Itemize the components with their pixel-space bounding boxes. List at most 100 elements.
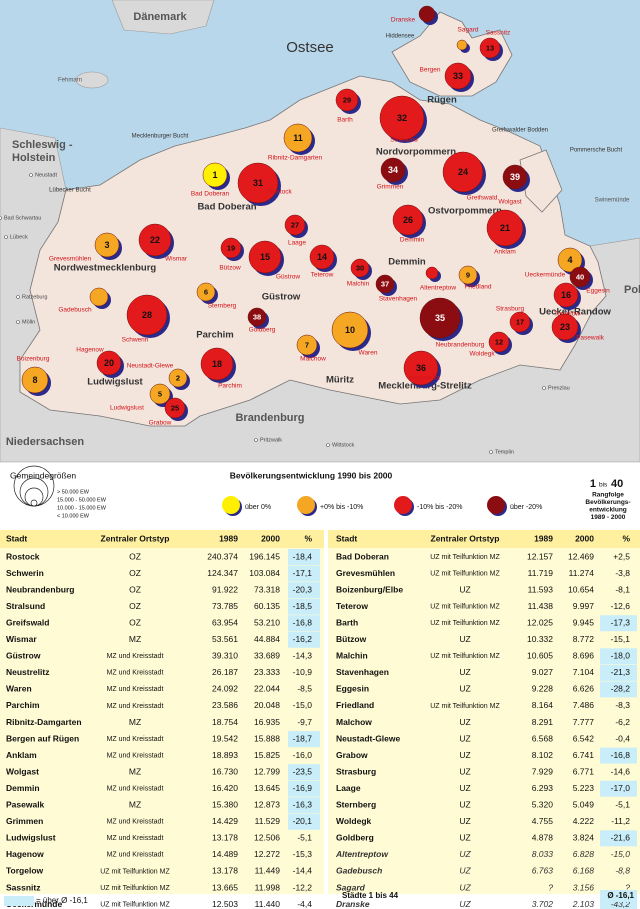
city-rank: 31 <box>253 178 263 188</box>
table-cell: -15,0 <box>293 700 313 710</box>
city-marker <box>164 397 186 419</box>
table-cell: -3,8 <box>615 568 630 578</box>
city-rank: 1 <box>212 170 217 180</box>
table-cell: Barth <box>336 617 358 627</box>
table-cell: 12.799 <box>254 766 280 776</box>
legend-size-label: 15.000 - 50.000 EW <box>57 497 107 503</box>
legend-color-label: -10% bis -20% <box>417 504 463 511</box>
highlight-cell <box>288 565 320 582</box>
table-cell: Bergen auf Rügen <box>6 733 79 743</box>
sea-label: Greifswalder Bodden <box>492 128 548 134</box>
table-cell: 11.438 <box>528 601 554 611</box>
table-cell: Schwerin <box>6 568 44 578</box>
table-cell: Altentreptow <box>335 849 389 859</box>
table-cell: -8,3 <box>615 700 630 710</box>
place-label: Prenzlau <box>548 385 570 391</box>
table-cell: 12.503 <box>212 899 238 909</box>
city-marker <box>403 350 439 386</box>
table-cell: 20.048 <box>254 700 280 710</box>
city-marker <box>283 123 313 153</box>
highlight-cell <box>288 631 320 648</box>
place-label: Ratzeburg <box>22 294 47 300</box>
table-cell: Grevesmühlen <box>336 568 395 578</box>
table-cell: MZ <box>129 766 141 776</box>
city-label: Neustadt-Glewe <box>127 363 174 370</box>
table-cell: 240.374 <box>207 551 238 561</box>
table-cell: -17,1 <box>293 568 313 578</box>
table-cell: UZ mit Teilfunktion MZ <box>430 603 500 610</box>
city-label: Gadebusch <box>58 307 92 314</box>
table-header: 2000 <box>261 533 280 543</box>
district-label: Demmin <box>388 257 426 268</box>
footer-swatch <box>4 896 34 906</box>
table-cell: 24.092 <box>212 684 238 694</box>
table-cell: 6.771 <box>573 766 595 776</box>
table-cell: Waren <box>6 684 32 694</box>
city-marker <box>284 214 306 236</box>
city-label: Grimmen <box>377 184 404 191</box>
table-cell: Greifswald <box>6 617 49 627</box>
table-cell: 124.347 <box>207 568 238 578</box>
table-cell: UZ <box>459 833 470 843</box>
city-label: Pasewalk <box>576 335 605 342</box>
city-label: Strasburg <box>496 306 525 313</box>
table-cell: UZ mit Teilfunktion MZ <box>430 620 500 627</box>
table-cell: 16.730 <box>212 766 238 776</box>
usedom-island <box>519 149 563 213</box>
legend-color-label: über 0% <box>245 504 271 511</box>
table-cell: MZ <box>129 634 141 644</box>
table-cell: 63.954 <box>212 617 238 627</box>
table-cell: 11.274 <box>569 568 595 578</box>
city-rank: 7 <box>305 340 309 349</box>
city-rank: 40 <box>576 272 584 281</box>
city-marker <box>553 282 579 308</box>
city-rank: 24 <box>458 167 468 177</box>
place-dot <box>254 438 258 442</box>
city-marker <box>94 232 120 258</box>
table-cell: OZ <box>129 601 141 611</box>
sea-label: Swinemünde <box>595 198 630 204</box>
table-cell: UZ <box>459 667 470 677</box>
district-label: Uecker-Randow <box>539 307 611 318</box>
table-cell: 8.033 <box>532 849 554 859</box>
city-marker <box>375 274 395 294</box>
city-marker <box>502 164 528 190</box>
highlight-cell <box>600 615 637 632</box>
table-cell: -16,3 <box>293 800 313 810</box>
legend-size-label: > 50.000 EW <box>57 489 90 495</box>
legend-size-label: 10.000 - 15.000 EW <box>57 505 107 511</box>
table-cell: Bützow <box>336 634 367 644</box>
table-header: % <box>622 533 630 543</box>
highlight-cell <box>288 764 320 781</box>
table-cell: 22.044 <box>254 684 280 694</box>
place-label: Wittstock <box>332 442 355 448</box>
table-cell: -14,6 <box>611 766 631 776</box>
table-cell: 53.561 <box>212 634 238 644</box>
city-label: Malchow <box>300 356 326 363</box>
highlight-cell <box>288 797 320 814</box>
table-cell: UZ mit Teilfunktion MZ <box>100 868 170 875</box>
city-marker <box>425 266 439 280</box>
table-cell: 11.529 <box>255 816 281 826</box>
city-label: Wolgast <box>498 199 522 206</box>
legend-rank: 1 <box>590 478 596 490</box>
neighbor-label: Dänemark <box>133 11 187 23</box>
city-marker <box>126 294 168 336</box>
table-cell: MZ und Kreisstadt <box>107 653 164 660</box>
legend-title: Bevölkerungsentwicklung 1990 bis 2000 <box>230 470 393 480</box>
city-marker <box>444 62 472 90</box>
city-label: Neubrandenburg <box>436 342 485 349</box>
city-label: Grabow <box>149 420 172 427</box>
place-dot <box>16 295 20 299</box>
table-cell: -5,1 <box>297 833 312 843</box>
table-cell: 9.228 <box>532 684 554 694</box>
table-cell: Neubrandenburg <box>6 584 74 594</box>
table-cell: 15.380 <box>212 800 238 810</box>
table-cell: -28,2 <box>611 684 631 694</box>
legend-color-circle <box>394 496 412 514</box>
table-cell: 23.586 <box>212 700 238 710</box>
table-header: 1989 <box>534 533 553 543</box>
table-cell: Goldberg <box>336 833 374 843</box>
table-cell: 26.187 <box>212 667 238 677</box>
table-cell: +2,5 <box>613 551 630 561</box>
